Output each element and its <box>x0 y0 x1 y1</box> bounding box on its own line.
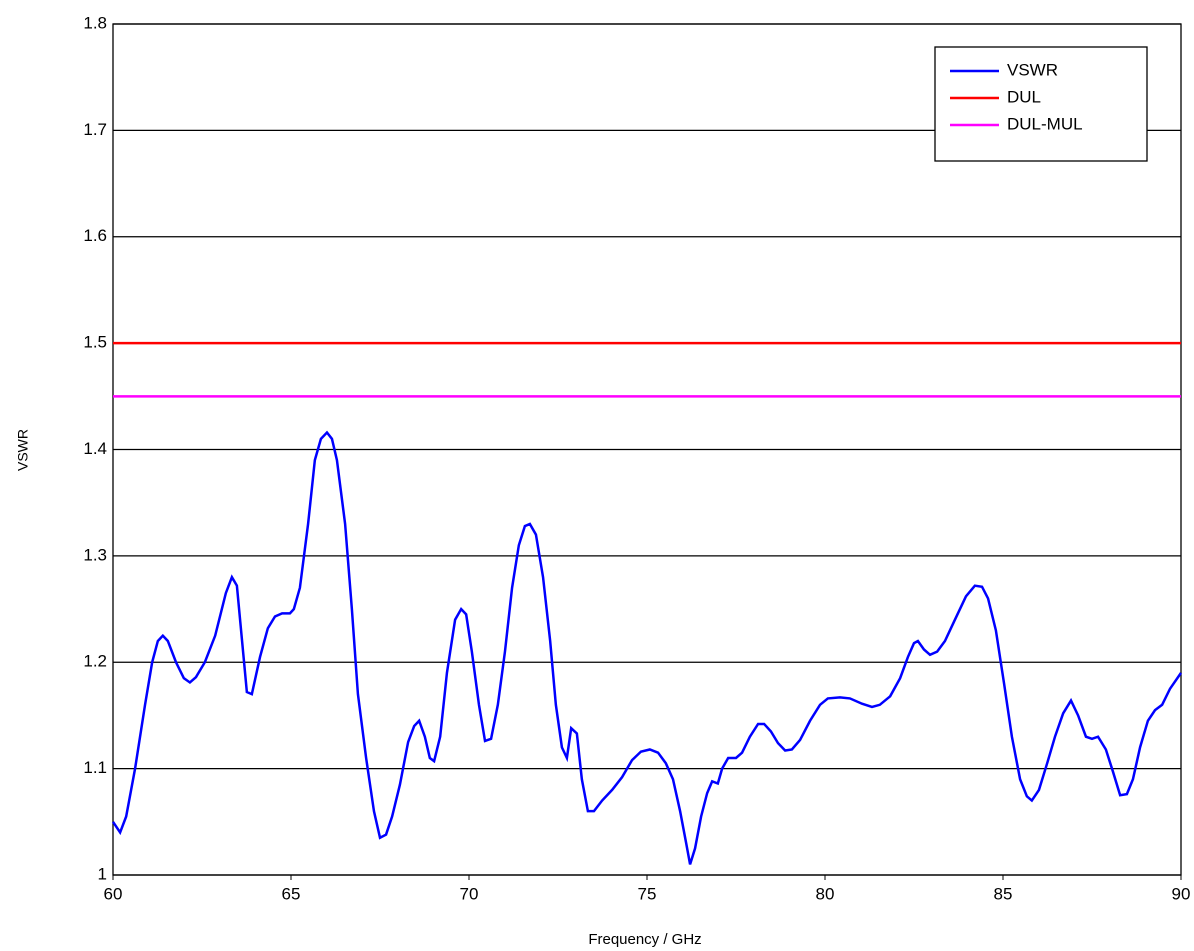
x-tick-label: 70 <box>460 884 479 903</box>
x-axis-label: Frequency / GHz <box>588 931 701 948</box>
x-tick-label: 65 <box>282 884 301 903</box>
x-tick-label: 90 <box>1172 884 1191 903</box>
y-tick-label: 1.4 <box>83 439 107 458</box>
y-tick-label: 1.3 <box>83 545 107 564</box>
plot-frame <box>112 23 1182 876</box>
x-tick-label: 85 <box>994 884 1013 903</box>
y-tick-label: 1.7 <box>83 120 107 139</box>
y-tick-label: 1.2 <box>83 652 107 671</box>
x-tick-label: 75 <box>638 884 657 903</box>
x-tick-label: 60 <box>104 884 123 903</box>
legend-label: DUL-MUL <box>1007 114 1083 133</box>
y-axis-label: VSWR <box>15 429 31 471</box>
legend-label: VSWR <box>1007 60 1058 79</box>
y-tick-label: 1.1 <box>83 758 107 777</box>
x-tick-label: 80 <box>816 884 835 903</box>
legend-box <box>934 46 1148 162</box>
y-tick-label: 1.5 <box>83 333 107 352</box>
y-tick-label: 1.8 <box>83 13 107 32</box>
y-tick-label: 1 <box>98 864 107 883</box>
series-line <box>111 430 1183 865</box>
y-tick-label: 1.6 <box>83 226 107 245</box>
legend-label: DUL <box>1007 87 1041 106</box>
